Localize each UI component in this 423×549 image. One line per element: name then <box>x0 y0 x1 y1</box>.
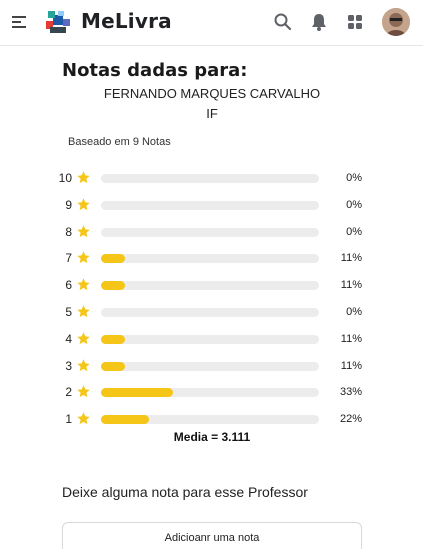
rating-bar-track <box>101 388 319 397</box>
institution: IF <box>206 106 218 121</box>
rating-row: 7 11% <box>0 249 423 275</box>
avatar[interactable] <box>382 8 410 36</box>
rating-bar-track <box>101 174 319 183</box>
rating-row: 3 11% <box>0 357 423 383</box>
bell-icon[interactable] <box>309 12 329 32</box>
rating-score: 1 <box>65 412 72 426</box>
star-icon <box>77 412 90 425</box>
app-name: MeLivra <box>81 9 172 33</box>
rating-score: 7 <box>65 251 72 265</box>
average-rating: Media = 3.111 <box>173 430 251 444</box>
rating-percent: 0% <box>346 226 362 238</box>
rating-bar-fill <box>101 254 125 263</box>
rating-row: 5 0% <box>0 303 423 329</box>
star-icon <box>77 225 90 238</box>
rating-score: 8 <box>65 225 72 239</box>
search-icon[interactable] <box>273 12 293 32</box>
rating-score: 5 <box>65 305 72 319</box>
rating-score: 6 <box>65 278 72 292</box>
rating-percent: 11% <box>340 252 362 264</box>
professor-name: FERNANDO MARQUES CARVALHO <box>103 86 321 101</box>
rating-row: 8 0% <box>0 223 423 249</box>
menu-icon[interactable] <box>11 14 29 30</box>
page-title: Notas dadas para: <box>62 60 248 81</box>
rating-bar-fill <box>101 362 125 371</box>
rating-row: 4 11% <box>0 330 423 356</box>
star-icon <box>77 171 90 184</box>
star-icon <box>77 278 90 291</box>
rating-score: 3 <box>65 359 72 373</box>
star-icon <box>77 305 90 318</box>
rating-bar-track <box>101 362 319 371</box>
rating-bar-track <box>101 228 319 237</box>
rating-bar-track <box>101 201 319 210</box>
rating-score: 10 <box>58 171 72 185</box>
add-rating-button[interactable]: Adicioanr uma nota <box>62 522 362 549</box>
star-icon <box>77 251 90 264</box>
rating-score: 4 <box>65 332 72 346</box>
rating-count: Baseado em 9 Notas <box>68 136 171 148</box>
rating-bar-track <box>101 415 319 424</box>
top-app-bar: MeLivra <box>0 0 423 46</box>
rating-bar-fill <box>101 281 125 290</box>
star-icon <box>77 198 90 211</box>
rating-row: 2 33% <box>0 383 423 409</box>
rating-bar-track <box>101 254 319 263</box>
rating-percent: 0% <box>346 306 362 318</box>
rating-percent: 11% <box>340 279 362 291</box>
star-icon <box>77 359 90 372</box>
rating-percent: 33% <box>339 386 362 398</box>
rating-bar-track <box>101 308 319 317</box>
rating-percent: 11% <box>340 333 362 345</box>
rating-row: 9 0% <box>0 196 423 222</box>
rating-bar-fill <box>101 335 125 344</box>
rating-percent: 0% <box>346 199 362 211</box>
rate-prompt: Deixe alguma nota para esse Professor <box>62 484 308 500</box>
rating-row: 1 22% <box>0 410 423 436</box>
star-icon <box>77 385 90 398</box>
rating-percent: 11% <box>340 360 362 372</box>
rating-score: 9 <box>65 198 72 212</box>
rating-bar-track <box>101 281 319 290</box>
rating-percent: 22% <box>339 413 362 425</box>
rating-score: 2 <box>65 385 72 399</box>
rating-bar-track <box>101 335 319 344</box>
rating-row: 10 0% <box>0 169 423 195</box>
apps-grid-icon[interactable] <box>345 12 365 32</box>
star-icon <box>77 332 90 345</box>
rating-bar-fill <box>101 388 173 397</box>
melivra-logo[interactable] <box>44 9 72 35</box>
rating-percent: 0% <box>346 172 362 184</box>
rating-row: 6 11% <box>0 276 423 302</box>
rating-bar-fill <box>101 415 149 424</box>
